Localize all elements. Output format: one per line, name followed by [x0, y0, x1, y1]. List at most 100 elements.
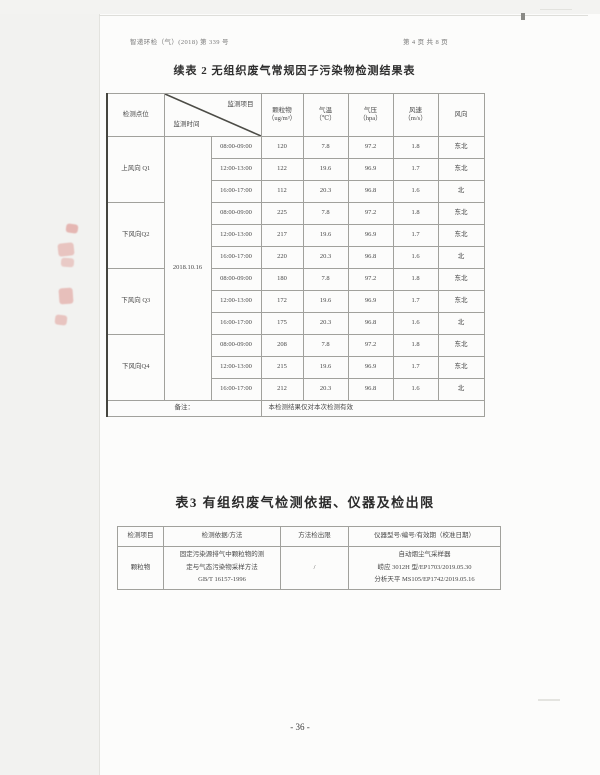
scan-top-margin: [0, 0, 600, 14]
table-cell: 东北: [437, 158, 485, 181]
col-header-particulate: 颗粒物 （ug/m³）: [260, 93, 304, 137]
diagonal-line: [165, 94, 260, 136]
col-header-pressure: 气压 （hpa）: [347, 93, 394, 137]
col-header-temperature: 气温 （℃）: [302, 93, 349, 137]
table-cell: 217: [260, 224, 304, 247]
page-indicator: 第 4 页 共 8 页: [403, 39, 449, 46]
table1-title: 续表 2 无组织废气常规因子污染物检测结果表: [173, 65, 416, 77]
col-name: 气压: [364, 106, 377, 114]
report-number: 智递环检（气）(2018) 第 339 号: [130, 39, 229, 46]
time-slot-cell: 08:00-09:00: [210, 202, 262, 225]
col-name: 颗粒物: [272, 106, 292, 114]
table-cell: 1.8: [392, 202, 439, 225]
table-cell: 20.3: [302, 378, 349, 401]
table-cell: 1.6: [392, 312, 439, 335]
table-cell: 7.8: [302, 202, 349, 225]
table-cell: 北: [437, 180, 485, 203]
table-cell: 96.9: [347, 224, 394, 247]
table-cell: 北: [437, 378, 485, 401]
table-cell: 212: [260, 378, 304, 401]
col-header-windspeed: 风速 （m/s）: [392, 93, 439, 137]
table-cell: 96.9: [347, 290, 394, 313]
table-cell: 19.6: [302, 158, 349, 181]
table-cell: 东北: [437, 136, 485, 159]
col-header-winddir: 风向: [437, 93, 485, 137]
instrument-line: 崂应 3012H 型/EP1703/2019.05.30: [377, 563, 472, 571]
time-slot-cell: 12:00-13:00: [210, 356, 262, 379]
table-cell: 1.7: [392, 356, 439, 379]
table-cell: 122: [260, 158, 304, 181]
t2-method-cell: 固定污染源排气中颗粒物的测 定与气态污染物采样方法 GB/T 16157-199…: [163, 546, 281, 590]
table-cell: 东北: [437, 224, 485, 247]
table-cell: 96.9: [347, 158, 394, 181]
table-cell: 1.6: [392, 180, 439, 203]
instrument-line: 自动烟尘气采样器: [398, 550, 451, 558]
table-cell: 1.8: [392, 136, 439, 159]
time-slot-cell: 08:00-09:00: [210, 136, 262, 159]
time-slot-cell: 16:00-17:00: [210, 180, 262, 203]
stamp-fragment: [58, 287, 74, 305]
t2-col-header-item: 检测项目: [117, 526, 164, 547]
diagonal-header-cell: 监测项目 监测时间: [163, 93, 262, 137]
table-cell: 96.8: [347, 312, 394, 335]
stamp-fragment: [57, 242, 75, 257]
instrument-line: 分析天平 MS105/EP1742/2019.05.16: [374, 576, 475, 584]
table-cell: 172: [260, 290, 304, 313]
table-cell: 19.6: [302, 290, 349, 313]
table-cell: 北: [437, 312, 485, 335]
table-cell: 97.2: [347, 268, 394, 291]
table-cell: 1.6: [392, 378, 439, 401]
note-text: 本检测结果仅对本次检测有效: [260, 400, 485, 417]
table-cell: 1.6: [392, 246, 439, 269]
table-cell: 180: [260, 268, 304, 291]
scan-left-margin: [0, 0, 100, 775]
table-cell: 1.7: [392, 158, 439, 181]
t2-col-header-instrument: 仪器型号/编号/有效期（校准日期）: [348, 526, 501, 547]
table-cell: 96.8: [347, 246, 394, 269]
col-unit: （ug/m³）: [267, 115, 297, 122]
table-cell: 7.8: [302, 334, 349, 357]
col-unit: （℃）: [315, 115, 336, 122]
scan-artifact: [538, 699, 560, 701]
table-cell: 东北: [437, 290, 485, 313]
table-cell: 20.3: [302, 246, 349, 269]
table-cell: 97.2: [347, 202, 394, 225]
table-cell: 19.6: [302, 224, 349, 247]
table-cell: 97.2: [347, 334, 394, 357]
table-cell: 7.8: [302, 268, 349, 291]
method-line: GB/T 16157-1996: [198, 576, 246, 584]
stamp-fragment: [60, 257, 75, 268]
monitoring-point-cell: 下风向Q2: [106, 202, 165, 269]
time-slot-cell: 12:00-13:00: [210, 224, 262, 247]
time-slot-cell: 08:00-09:00: [210, 334, 262, 357]
table-cell: 97.2: [347, 136, 394, 159]
table-cell: 225: [260, 202, 304, 225]
col-header-point: 检测点位: [106, 93, 165, 137]
scan-artifact: [540, 9, 572, 10]
note-label: 备注：: [106, 400, 262, 417]
table-cell: 220: [260, 246, 304, 269]
table-cell: 东北: [437, 268, 485, 291]
time-slot-cell: 16:00-17:00: [210, 246, 262, 269]
t2-instrument-cell: 自动烟尘气采样器 崂应 3012H 型/EP1703/2019.05.30 分析…: [348, 546, 501, 590]
table-cell: 96.8: [347, 378, 394, 401]
scan-top-edge-line: [99, 15, 588, 16]
stamp-fragment: [65, 223, 79, 234]
col-name: 气温: [319, 106, 332, 114]
t2-limit-cell: /: [280, 546, 349, 590]
corner-label-time: 监测时间: [173, 120, 200, 128]
page-number: - 36 -: [290, 722, 310, 732]
table-cell: 208: [260, 334, 304, 357]
table-cell: 20.3: [302, 180, 349, 203]
t2-item-cell: 颗粒物: [117, 546, 164, 590]
method-line: 固定污染源排气中颗粒物的测: [179, 550, 265, 558]
scan-artifact: [521, 13, 525, 20]
table-cell: 1.7: [392, 290, 439, 313]
col-unit: （hpa）: [359, 115, 382, 122]
table-cell: 1.7: [392, 224, 439, 247]
monitoring-point-cell: 下风向Q4: [106, 334, 165, 401]
monitoring-point-cell: 上风向 Q1: [106, 136, 165, 203]
table-cell: 1.8: [392, 268, 439, 291]
t2-col-header-limit: 方法检出限: [280, 526, 349, 547]
table-cell: 215: [260, 356, 304, 379]
